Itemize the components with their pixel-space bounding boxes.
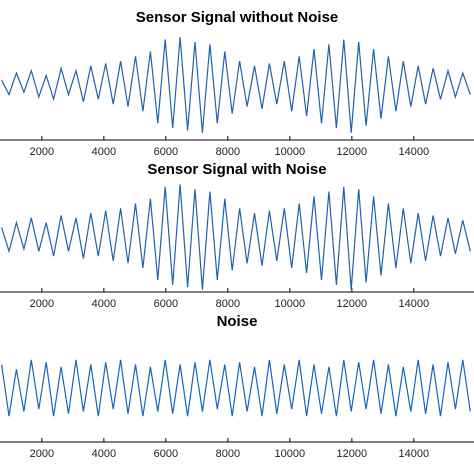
x-tick-label: 12000	[337, 146, 368, 158]
x-tick-label: 12000	[337, 448, 368, 460]
x-tick-label: 4000	[92, 448, 116, 460]
x-tick-label: 10000	[275, 298, 306, 310]
x-tick-label: 12000	[337, 298, 368, 310]
x-tick-label: 4000	[92, 298, 116, 310]
chart-title: Sensor Signal without Noise	[136, 9, 339, 26]
x-tick-label: 6000	[154, 298, 178, 310]
x-tick-label: 14000	[399, 448, 430, 460]
x-tick-label: 6000	[154, 146, 178, 158]
x-tick-label: 2000	[30, 146, 54, 158]
signal-line	[1, 359, 471, 417]
x-tick-label: 8000	[216, 298, 240, 310]
chart-title: Sensor Signal with Noise	[147, 161, 326, 178]
x-tick-label: 6000	[154, 448, 178, 460]
x-tick-label: 8000	[216, 146, 240, 158]
x-tick-label: 4000	[92, 146, 116, 158]
x-tick-label: 14000	[399, 146, 430, 158]
x-tick-label: 2000	[30, 298, 54, 310]
x-tick-label: 8000	[216, 448, 240, 460]
x-tick-label: 2000	[30, 448, 54, 460]
signal-line	[1, 184, 471, 290]
chart-title: Noise	[217, 313, 258, 330]
x-tick-label: 14000	[399, 298, 430, 310]
x-tick-label: 10000	[275, 146, 306, 158]
signal-line	[1, 37, 471, 133]
x-tick-label: 10000	[275, 448, 306, 460]
